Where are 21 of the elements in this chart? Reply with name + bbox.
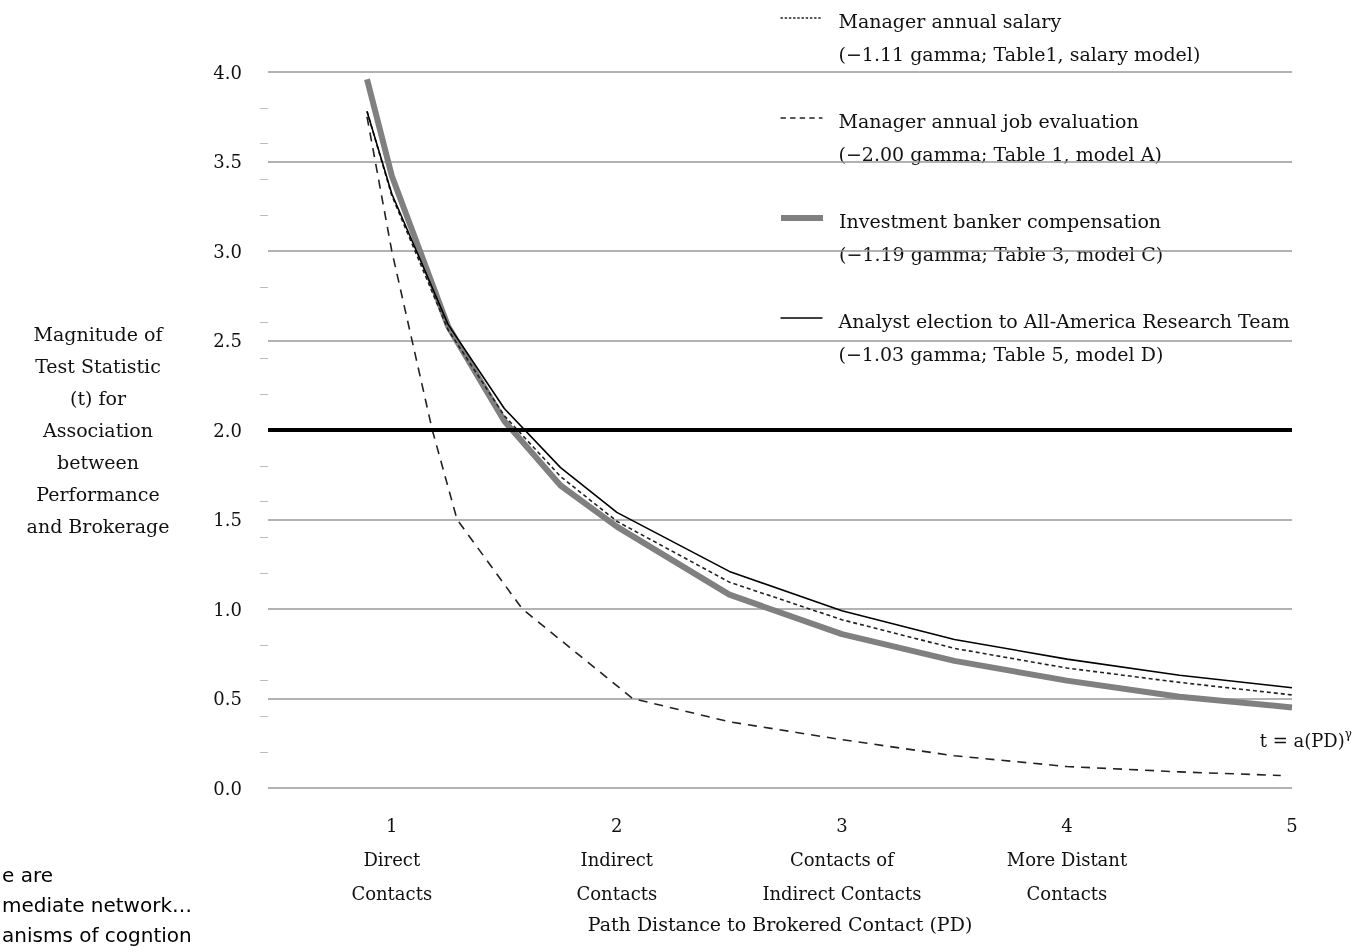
x-tick-label: 2 Indirect Contacts [576,814,658,904]
y-tick-label: 2.5 [213,330,242,351]
x-tick-label: 4 More Distant Contacts [1006,814,1128,904]
legend-label: Investment banker compensation (−1.19 gamma; Table 3, model C) [839,209,1164,265]
y-tick-label: 0.0 [213,777,242,799]
text: e are mediate network… anisms of cogntion [2,863,193,947]
y-tick-label: 0.5 [213,688,242,709]
legend-label: Analyst election to All-America Research Team (−1.03 gamma; Table 5, model D) [837,309,1290,365]
y-tick-label: 3.5 [213,151,242,172]
legend-label: Manager annual salary (−1.11 gamma; Table1, salary model) [838,9,1201,65]
legend-label: Manager annual job evaluation (−2.00 gamma; Table 1, model A) [838,109,1162,165]
x-tick-label: 5 [1286,814,1298,836]
y-tick-label: 2.0 [213,419,242,441]
x-axis-title: Path Distance to Brokered Contact (PD) [587,913,973,936]
x-tick-label: 1 Direct Contacts [351,814,433,904]
y-axis-title: Magnitude of Test Statistic (t) for Association between Performance and Brokerage [26,323,170,537]
y-tick-label: 4.0 [213,61,242,83]
x-tick-label: 3 Contacts of Indirect Contacts [762,814,922,904]
y-tick-label: 3.0 [213,240,242,262]
y-tick-label: 1.0 [213,598,242,620]
y-tick-label: 1.5 [213,509,242,530]
